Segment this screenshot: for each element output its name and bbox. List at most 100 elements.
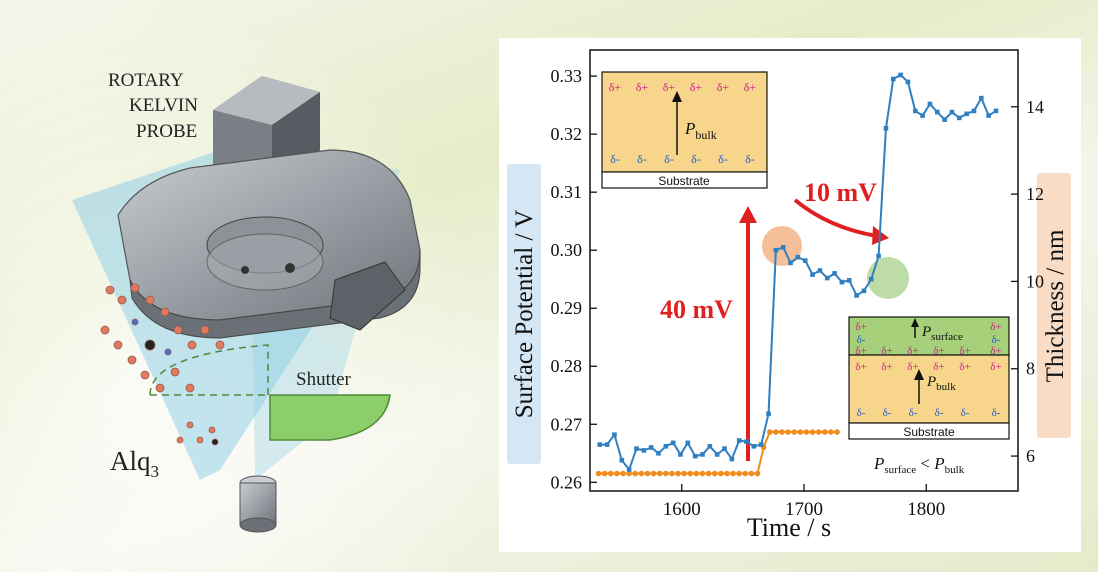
negative-charge: δ- <box>857 334 866 346</box>
potential-point <box>883 126 889 131</box>
thickness-point <box>736 470 742 477</box>
thickness-point <box>699 470 706 477</box>
thickness-point <box>656 470 663 477</box>
thickness-point <box>601 470 608 477</box>
potential-point <box>854 293 859 298</box>
inset-bottom-surface-polarization: Psurface <box>921 324 963 343</box>
inset-top-arrowhead <box>672 91 682 102</box>
thickness-point <box>693 470 700 477</box>
positive-charge: δ+ <box>855 361 866 373</box>
thickness-point <box>644 470 651 477</box>
jump1-arrowhead <box>739 206 757 223</box>
potential-point <box>861 288 867 294</box>
potential-point <box>678 452 683 457</box>
y-tick-label: 0.30 <box>551 240 583 260</box>
y2-tick-label: 8 <box>1026 359 1035 379</box>
negative-charge: δ- <box>992 407 1001 419</box>
y-tick-label: 0.28 <box>551 356 583 376</box>
negative-charge: δ- <box>992 334 1001 346</box>
series-potential <box>597 72 999 472</box>
y2-tick-label: 14 <box>1026 97 1044 117</box>
potential-point <box>868 276 874 282</box>
thickness-point <box>779 429 785 435</box>
potential-point <box>912 108 918 114</box>
ylabel-background <box>507 164 541 464</box>
y2-tick-label: 10 <box>1026 271 1044 291</box>
potential-point <box>890 76 896 82</box>
potential-point <box>986 113 991 118</box>
jump2-arrow <box>793 198 878 238</box>
jump2-label: 10 mV <box>804 178 877 207</box>
potential-point <box>876 253 881 259</box>
x-tick-label: 1800 <box>907 499 945 520</box>
shutter-blade <box>269 394 391 441</box>
thickness-point <box>730 470 736 477</box>
potential-point <box>619 457 625 463</box>
positive-charge: δ+ <box>881 361 892 373</box>
negative-charge: δ- <box>691 152 701 166</box>
positive-charge: δ+ <box>990 321 1001 333</box>
thickness-point <box>632 470 639 477</box>
thickness-point <box>742 470 749 477</box>
polarization-relation: Psurface < Pbulk <box>873 454 965 476</box>
potential-point <box>905 79 911 85</box>
negative-charge: δ- <box>857 407 866 419</box>
thickness-point <box>638 470 645 477</box>
inset-bottom-surface-arrowhead <box>911 318 919 327</box>
thickness-point <box>754 470 761 477</box>
thickness-point <box>803 429 810 435</box>
potential-point <box>634 446 639 451</box>
potential-point <box>846 278 852 283</box>
series-thickness <box>595 429 840 477</box>
potential-point <box>744 439 749 444</box>
jump1-label: 40 mV <box>660 295 733 324</box>
inset-bottom-substrate-label: Substrate <box>903 425 955 439</box>
potential-point <box>979 95 984 101</box>
potential-point <box>626 467 632 472</box>
potential-point <box>949 109 955 115</box>
potential-point <box>788 260 793 266</box>
shutter-dashed-path <box>149 344 269 396</box>
thickness-point <box>718 470 724 477</box>
inset-bottom-bulk-layer <box>848 354 1010 424</box>
thickness-point <box>821 429 828 435</box>
x-axis-title: Time / s <box>747 513 831 542</box>
y2-axis-title: Thickness / nm <box>1042 229 1069 382</box>
negative-charge: δ- <box>637 152 647 166</box>
potential-point <box>707 444 713 449</box>
potential-point <box>648 445 654 450</box>
potential-point <box>964 111 969 117</box>
potential-point <box>817 268 823 273</box>
potential-point <box>927 101 933 107</box>
positive-charge: δ+ <box>990 361 1001 373</box>
potential-point <box>773 247 779 253</box>
thickness-line <box>598 431 838 475</box>
negative-charge: δ- <box>909 407 918 419</box>
positive-charge: δ+ <box>907 361 918 373</box>
positive-charge: δ+ <box>907 345 918 357</box>
thickness-point <box>834 429 840 435</box>
positive-charge: δ+ <box>933 361 944 373</box>
potential-point <box>685 440 691 446</box>
thickness-point <box>711 470 718 477</box>
positive-charge: δ+ <box>744 80 757 94</box>
thickness-point <box>705 470 712 477</box>
negative-charge: δ- <box>664 152 674 166</box>
potential-point <box>971 108 977 114</box>
thickness-point <box>797 429 804 435</box>
positive-charge: δ+ <box>959 345 970 357</box>
thickness-point <box>620 470 626 477</box>
negative-charge: δ- <box>961 407 970 419</box>
molecule-cluster <box>100 283 225 446</box>
potential-point <box>934 109 940 115</box>
potential-point <box>832 271 837 276</box>
y2-tick-label: 6 <box>1026 446 1035 466</box>
probe-screw <box>241 266 249 274</box>
potential-point <box>692 453 698 459</box>
thickness-point <box>681 470 687 477</box>
negative-charge: δ- <box>610 152 620 166</box>
thickness-point <box>687 470 694 477</box>
thickness-point <box>614 470 620 477</box>
potential-point <box>736 438 742 443</box>
chart-panel <box>499 38 1081 552</box>
